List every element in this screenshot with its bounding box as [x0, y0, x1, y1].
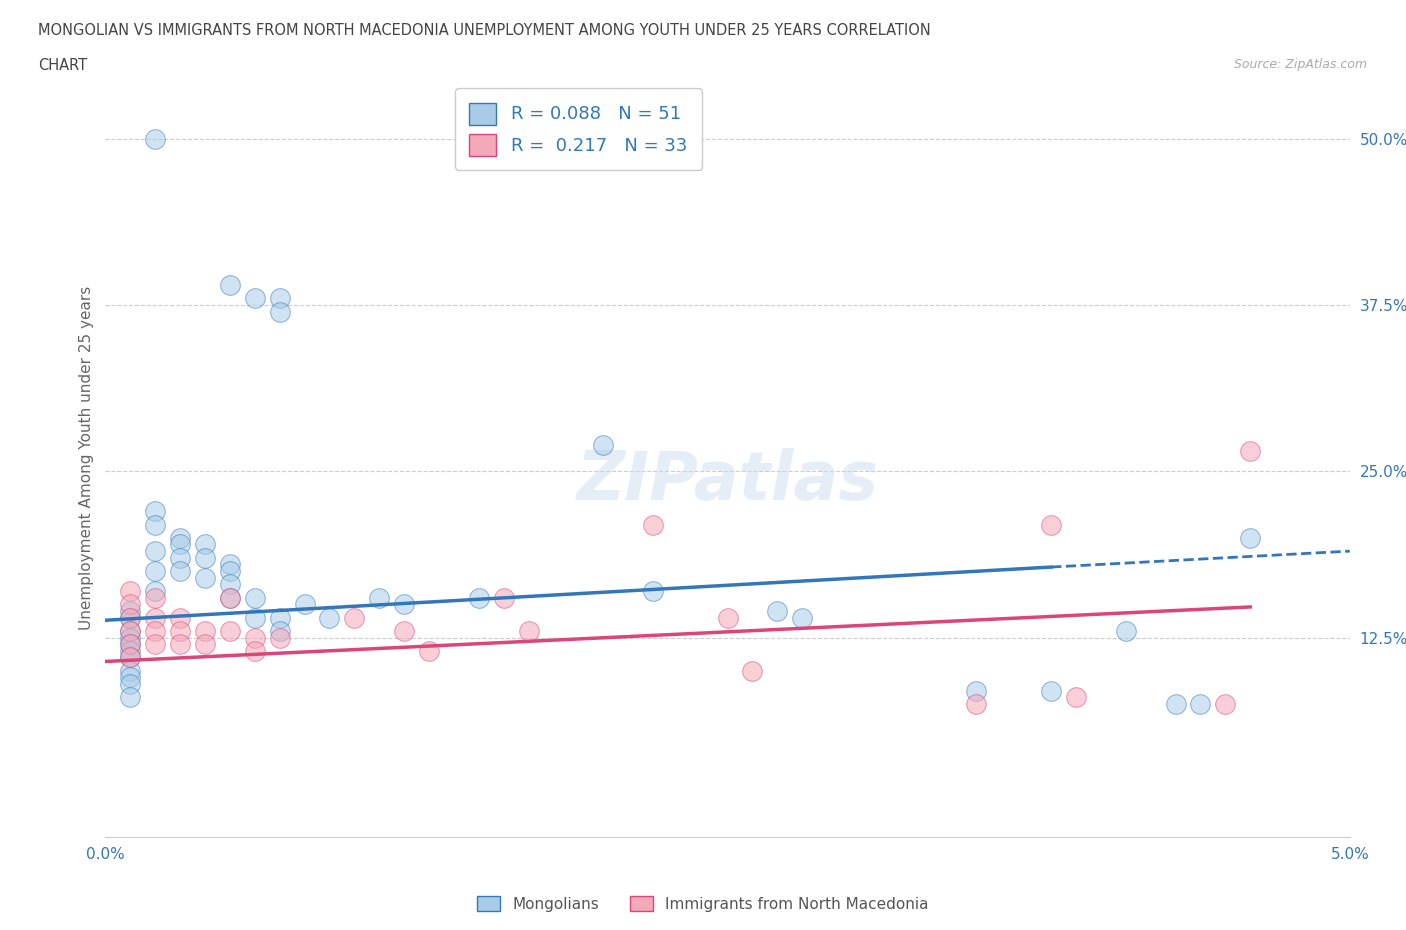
Point	[194, 623, 217, 638]
Point	[219, 591, 242, 605]
Point	[120, 690, 142, 705]
Point	[169, 610, 191, 625]
Point	[120, 623, 142, 638]
Point	[965, 684, 987, 698]
Point	[120, 610, 142, 625]
Point	[219, 577, 242, 591]
Point	[169, 564, 191, 578]
Point	[143, 591, 166, 605]
Point	[120, 663, 142, 678]
Point	[741, 663, 763, 678]
Point	[392, 597, 415, 612]
Point	[792, 610, 814, 625]
Point	[717, 610, 740, 625]
Point	[120, 610, 142, 625]
Point	[1189, 697, 1212, 711]
Point	[1164, 697, 1187, 711]
Point	[368, 591, 391, 605]
Point	[143, 517, 166, 532]
Point	[766, 604, 789, 618]
Point	[219, 623, 242, 638]
Point	[418, 644, 440, 658]
Point	[1064, 690, 1087, 705]
Point	[1239, 444, 1261, 458]
Point	[120, 604, 142, 618]
Point	[243, 610, 266, 625]
Point	[143, 583, 166, 598]
Point	[120, 637, 142, 652]
Point	[143, 610, 166, 625]
Point	[467, 591, 489, 605]
Point	[143, 564, 166, 578]
Point	[641, 583, 664, 598]
Text: MONGOLIAN VS IMMIGRANTS FROM NORTH MACEDONIA UNEMPLOYMENT AMONG YOUTH UNDER 25 Y: MONGOLIAN VS IMMIGRANTS FROM NORTH MACED…	[38, 23, 931, 38]
Point	[269, 291, 291, 306]
Point	[392, 623, 415, 638]
Point	[243, 644, 266, 658]
Point	[1040, 684, 1063, 698]
Point	[1040, 517, 1063, 532]
Point	[269, 631, 291, 645]
Point	[641, 517, 664, 532]
Point	[965, 697, 987, 711]
Text: ZIPatlas: ZIPatlas	[576, 447, 879, 513]
Point	[120, 644, 142, 658]
Point	[1239, 530, 1261, 545]
Point	[517, 623, 540, 638]
Point	[318, 610, 340, 625]
Point	[219, 278, 242, 293]
Point	[194, 570, 217, 585]
Point	[219, 564, 242, 578]
Point	[169, 623, 191, 638]
Point	[120, 583, 142, 598]
Point	[194, 537, 217, 551]
Point	[269, 610, 291, 625]
Text: Source: ZipAtlas.com: Source: ZipAtlas.com	[1233, 58, 1367, 71]
Text: CHART: CHART	[38, 58, 87, 73]
Point	[269, 623, 291, 638]
Point	[143, 131, 166, 146]
Point	[120, 670, 142, 684]
Point	[243, 631, 266, 645]
Point	[1115, 623, 1137, 638]
Point	[120, 631, 142, 645]
Point	[143, 637, 166, 652]
Point	[120, 623, 142, 638]
Point	[343, 610, 366, 625]
Point	[269, 304, 291, 319]
Point	[194, 637, 217, 652]
Point	[120, 597, 142, 612]
Point	[120, 650, 142, 665]
Point	[243, 591, 266, 605]
Point	[169, 537, 191, 551]
Point	[243, 291, 266, 306]
Point	[169, 530, 191, 545]
Point	[294, 597, 316, 612]
Point	[194, 551, 217, 565]
Legend: R = 0.088   N = 51, R =  0.217   N = 33: R = 0.088 N = 51, R = 0.217 N = 33	[456, 88, 702, 170]
Point	[219, 591, 242, 605]
Point	[143, 623, 166, 638]
Point	[169, 551, 191, 565]
Point	[120, 677, 142, 692]
Point	[1215, 697, 1237, 711]
Point	[492, 591, 515, 605]
Point	[592, 437, 614, 452]
Legend: Mongolians, Immigrants from North Macedonia: Mongolians, Immigrants from North Macedo…	[471, 889, 935, 918]
Y-axis label: Unemployment Among Youth under 25 years: Unemployment Among Youth under 25 years	[79, 286, 94, 631]
Point	[120, 637, 142, 652]
Point	[143, 504, 166, 519]
Point	[143, 544, 166, 559]
Point	[120, 650, 142, 665]
Point	[169, 637, 191, 652]
Point	[219, 557, 242, 572]
